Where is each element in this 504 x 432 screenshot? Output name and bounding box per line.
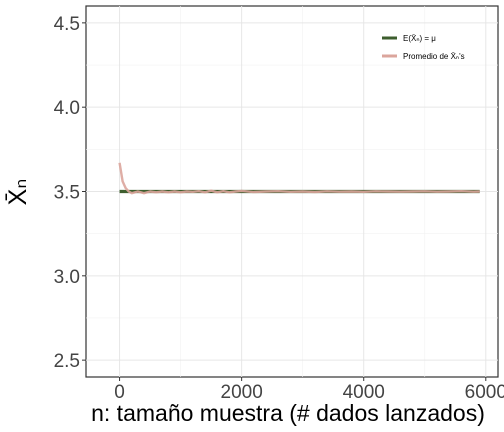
x-tick-label: 4000 <box>343 382 385 403</box>
x-tick-label: 0 <box>114 382 125 403</box>
x-tick-label: 2000 <box>221 382 263 403</box>
y-tick-label: 2.5 <box>54 351 80 372</box>
sample-mean-line <box>118 162 480 195</box>
y-tick-label: 4.0 <box>54 98 80 119</box>
x-tick-label: 6000 <box>465 382 504 403</box>
legend-label: E(X̄ₙ) = μ <box>403 34 436 43</box>
legend: E(X̄ₙ) = μ Promedio de X̄ₙ's <box>382 34 465 61</box>
x-axis-title: n: tamaño muestra (# dados lanzados) <box>91 400 485 426</box>
data-series <box>118 162 480 195</box>
y-tick-label: 4.5 <box>54 14 80 35</box>
legend-label: Promedio de X̄ₙ's <box>403 52 465 61</box>
y-tick-label: 3.0 <box>54 267 80 288</box>
y-axis-title: X̄ₙ <box>4 179 32 206</box>
axis-ticks: 0 2000 4000 6000 2.5 3.0 3.5 4.0 4.5 <box>54 14 504 403</box>
y-tick-label: 3.5 <box>54 183 80 204</box>
